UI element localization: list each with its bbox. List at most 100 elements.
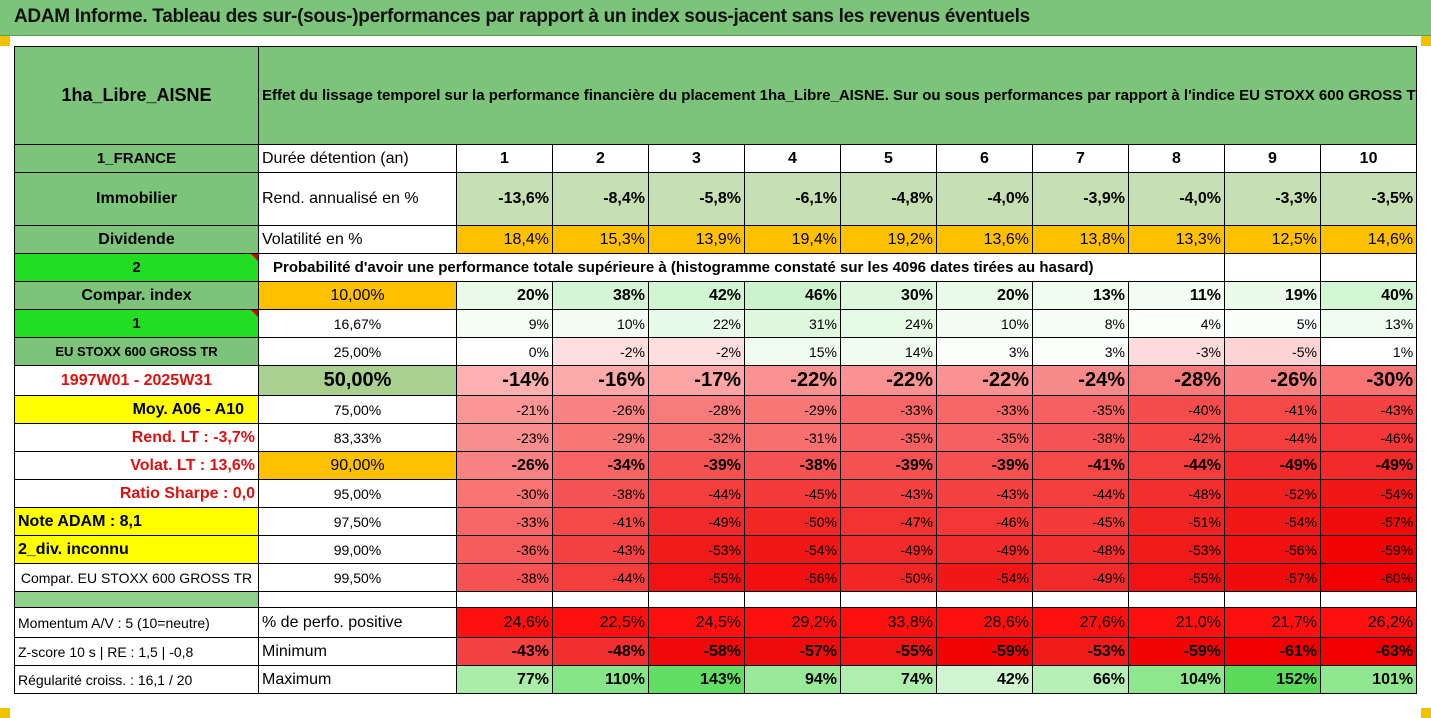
percentile-cell: -54% [744,535,841,564]
rend-value: -3,5% [1319,172,1418,226]
gap-cell [1319,591,1418,608]
percentile-cell: 19% [1224,281,1321,310]
minimum-value: -63% [1319,637,1418,666]
percentile-cell: -45% [744,479,841,508]
gap-cell [1224,591,1321,608]
percentile-cell: -41% [1032,451,1129,480]
maximum-value: 42% [936,665,1033,694]
volat-value: 13,6% [936,225,1033,254]
percentile-cell: -38% [1032,423,1129,452]
percentile-cell: -39% [840,451,937,480]
year-header: 1 [456,144,553,173]
percentile-cell: -54% [1319,479,1418,508]
side-label: Ratio Sharpe : 0,0 [14,479,259,508]
percentile-cell: -28% [1128,365,1225,396]
percentile-cell: -24% [1032,365,1129,396]
gap-cell [744,591,841,608]
side-label: Compar. EU STOXX 600 GROSS TR [14,563,259,592]
percentile-cell: -40% [1128,395,1225,424]
maximum-label: Maximum [258,665,457,694]
percentile-value: 10,00% [258,281,457,310]
percentile-cell: -44% [1128,451,1225,480]
percentile-cell: 0% [456,337,553,366]
rend-value: -13,6% [456,172,553,226]
percentile-cell: 31% [744,309,841,338]
report-title: ADAM Informe. Tableau des sur-(sous-)per… [14,6,1030,27]
header-row: 1ha_Libre_AISNE Effet du lissage temporel… [14,46,1418,145]
perf-pos-value: 24,6% [456,607,553,638]
performance-table: 1ha_Libre_AISNE Effet du lissage temporel… [14,46,1418,694]
percentile-cell: -43% [552,535,649,564]
gap-cell [648,591,745,608]
percentile-row: Volat. LT : 13,6% 90,00% -26% -34% -39% -38% -… [14,451,1418,480]
percentile-cell: 40% [1319,281,1418,310]
percentile-cell: -38% [552,479,649,508]
dividend-label: Dividende [14,225,259,254]
rend-value: -4,0% [936,172,1033,226]
percentile-cell: -30% [1319,365,1418,396]
percentile-cell: -49% [1319,451,1418,480]
percentile-cell: -35% [936,423,1033,452]
perf-pos-value: 21,0% [1128,607,1225,638]
percentile-row: Moy. A06 - A10 75,00% -21% -26% -28% -29% -33%… [14,395,1418,424]
minimum-value: -57% [744,637,841,666]
percentile-cell: -50% [840,563,937,592]
percentile-cell: -45% [1032,507,1129,536]
maximum-value: 74% [840,665,937,694]
percentile-row: Rend. LT : -3,7% 83,33% -23% -29% -32% -31% -3… [14,423,1418,452]
percentile-cell: -49% [648,507,745,536]
proba-row: 2 Probabilité d'avoir une performance tot… [14,253,1418,282]
performance-table-wrap: 1ha_Libre_AISNE Effet du lissage temporel… [14,46,1418,712]
percentile-cell: -60% [1319,563,1418,592]
percentile-cell: -38% [744,451,841,480]
maximum-value: 104% [1128,665,1225,694]
percentile-row: 2_div. inconnu 99,00% -36% -43% -53% -54% -49%… [14,535,1418,564]
percentile-cell: -49% [840,535,937,564]
percentile-cell: -30% [456,479,553,508]
percentile-cell: -50% [744,507,841,536]
maximum-value: 110% [552,665,649,694]
percentile-cell: 10% [936,309,1033,338]
minimum-value: -59% [1128,637,1225,666]
percentile-cell: -35% [1032,395,1129,424]
percentile-cell: -41% [552,507,649,536]
percentile-cell: 4% [1128,309,1225,338]
percentile-cell: -22% [744,365,841,396]
corner-marker [1421,708,1431,718]
percentile-cell: 3% [936,337,1033,366]
percentile-row: 1 16,67% 9% 10% 22% 31% 24% 10% 8% 4% 5% 13% [14,309,1418,338]
side-label: Note ADAM : 8,1 [14,507,259,536]
percentile-value: 97,50% [258,507,457,536]
minimum-value: -43% [456,637,553,666]
year-header: 5 [840,144,937,173]
percentile-cell: -53% [1128,535,1225,564]
percentile-cell: -38% [456,563,553,592]
percentile-cell: -52% [1224,479,1321,508]
percentile-cell: -44% [552,563,649,592]
perf-pos-value: 33,8% [840,607,937,638]
volat-row: Dividende Volatilité en % 18,4% 15,3% 13,9% 1… [14,225,1418,254]
zscore-label: Z-score 10 s | RE : 1,5 | -0,8 [14,637,259,666]
num2-label: 2 [14,253,259,282]
gap-cell [552,591,649,608]
title-bar: ADAM Informe. Tableau des sur-(sous-)per… [0,0,1431,36]
description: Effet du lissage temporel sur la perform… [257,46,1418,145]
perf-pos-value: 21,7% [1224,607,1321,638]
year-header: 10 [1319,144,1418,173]
gap-cell [1032,591,1129,608]
side-label: EU STOXX 600 GROSS TR [14,337,259,366]
percentile-cell: -55% [1128,563,1225,592]
percentile-value: 16,67% [258,309,457,338]
percentile-cell: -57% [1319,507,1418,536]
percentile-value: 90,00% [258,451,457,480]
empty-cell [1319,253,1418,282]
regularite-label: Régularité croiss. : 16,1 / 20 [14,665,259,694]
gap-cell [1128,591,1225,608]
percentile-cell: -43% [840,479,937,508]
percentile-cell: -49% [1032,563,1129,592]
percentile-cell: -54% [1224,507,1321,536]
percentile-cell: -29% [744,395,841,424]
volat-value: 19,4% [744,225,841,254]
percentile-cell: -2% [648,337,745,366]
percentile-cell: -48% [1128,479,1225,508]
